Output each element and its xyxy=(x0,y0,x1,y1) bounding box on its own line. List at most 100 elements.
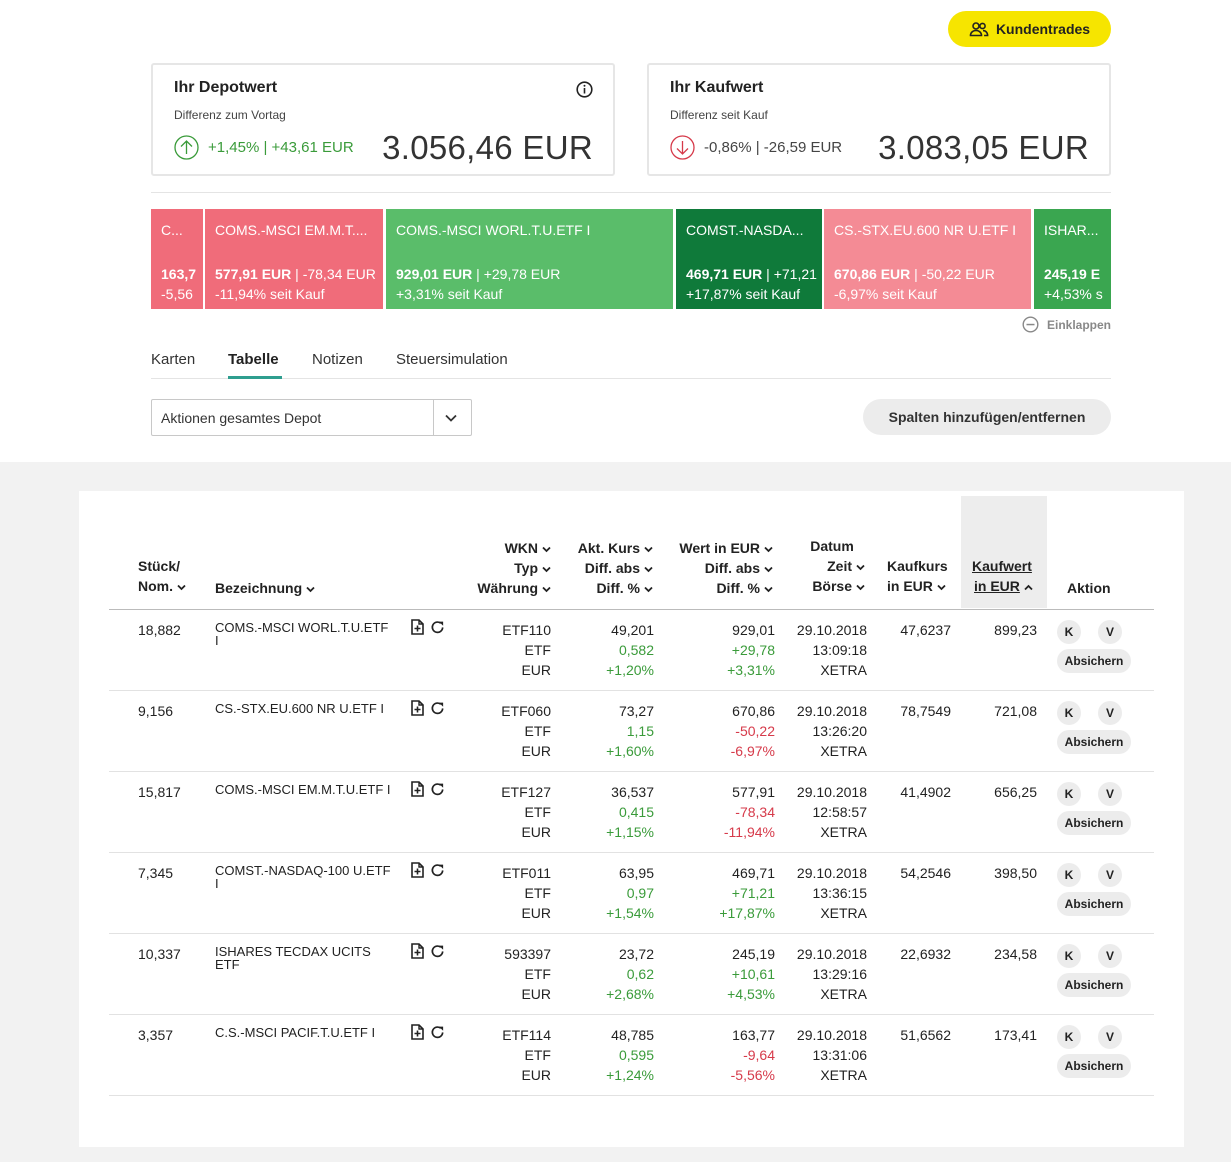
view-tabs: Karten Tabelle Notizen Steuersimulation xyxy=(151,346,1111,379)
wert-pct-value: +4,53% xyxy=(727,986,775,1002)
filter-select[interactable]: Aktionen gesamtes Depot xyxy=(151,399,472,436)
kurs-value: 63,95 xyxy=(618,865,654,881)
typ-value: ETF xyxy=(524,966,551,982)
kurs-pct-value: +1,54% xyxy=(606,905,654,921)
bezeichnung-value[interactable]: CS.-STX.EU.600 NR U.ETF I xyxy=(215,701,385,716)
datum-cell: 29.10.2018 12:58:57 XETRA xyxy=(785,782,867,842)
refresh-icon[interactable] xyxy=(430,781,445,797)
header-bezeichnung[interactable]: Bezeichnung xyxy=(215,578,315,598)
tile-value: 577,91 EUR | -78,34 EUR xyxy=(215,266,376,282)
tile-3[interactable]: COMST.-NASDA... 469,71 EUR | +71,21 +17,… xyxy=(676,209,822,309)
table-row[interactable]: 7,345 COMST.-NASDAQ-100 U.ETF I ETF011 ETF E… xyxy=(109,853,1154,934)
refresh-icon[interactable] xyxy=(430,1024,445,1040)
kaufen-button[interactable]: K xyxy=(1057,1025,1081,1049)
stueck-value: 15,817 xyxy=(138,784,181,800)
verkaufen-button[interactable]: V xyxy=(1098,620,1122,644)
absichern-button[interactable]: Absichern xyxy=(1057,649,1131,673)
table-row[interactable]: 10,337 ISHARES TECDAX UCITS ETF 593397 ETF E… xyxy=(109,934,1154,1015)
refresh-icon[interactable] xyxy=(430,862,445,878)
wert-pct-value: -5,56% xyxy=(730,1067,775,1083)
bezeichnung-value[interactable]: ISHARES TECDAX UCITS ETF xyxy=(215,944,371,972)
kurs-diff-value: 0,415 xyxy=(618,804,654,820)
document-icon[interactable] xyxy=(410,781,425,797)
verkaufen-button[interactable]: V xyxy=(1098,701,1122,725)
bezeichnung-value[interactable]: C.S.-MSCI PACIF.T.U.ETF I xyxy=(215,1025,376,1040)
tile-5[interactable]: ISHAR... 245,19 E +4,53% s xyxy=(1034,209,1111,309)
verkaufen-button[interactable]: V xyxy=(1098,863,1122,887)
absichern-button[interactable]: Absichern xyxy=(1057,1054,1131,1078)
table-row[interactable]: 15,817 COMS.-MSCI EM.M.T.U.ETF I ETF127 ETF… xyxy=(109,772,1154,853)
header-akt-kurs[interactable]: Akt. Kurs Diff. abs Diff. % xyxy=(558,538,653,598)
info-icon[interactable] xyxy=(576,81,593,98)
tile-pct: +4,53% s xyxy=(1044,286,1103,302)
bezeichnung-value[interactable]: COMS.-MSCI EM.M.T.U.ETF I xyxy=(215,782,391,797)
zeit-value: 13:09:18 xyxy=(812,642,868,658)
wkn-cell: ETF060 ETF EUR xyxy=(461,701,551,761)
kundentrades-button[interactable]: Kundentrades xyxy=(948,11,1111,47)
chevron-down-icon xyxy=(644,546,653,553)
tab-karten[interactable]: Karten xyxy=(151,351,196,368)
kurs-diff-value: 1,15 xyxy=(626,723,654,739)
wkn-cell: ETF110 ETF EUR xyxy=(461,620,551,680)
absichern-button[interactable]: Absichern xyxy=(1057,811,1131,835)
tab-tabelle[interactable]: Tabelle xyxy=(228,351,279,368)
depotwert-card: Ihr Depotwert Differenz zum Vortag +1,45… xyxy=(151,63,615,176)
wkn-value: ETF110 xyxy=(502,622,551,638)
tile-name: C... xyxy=(161,222,183,238)
wert-diff-value: +71,21 xyxy=(731,885,775,901)
wkn-cell: 593397 ETF EUR xyxy=(461,944,551,1004)
document-icon[interactable] xyxy=(410,619,425,635)
wert-value: 929,01 xyxy=(732,622,775,638)
einklappen-button[interactable]: Einklappen xyxy=(1022,316,1111,333)
refresh-icon[interactable] xyxy=(430,943,445,959)
absichern-button[interactable]: Absichern xyxy=(1057,892,1131,916)
divider xyxy=(151,192,1111,193)
kaufen-button[interactable]: K xyxy=(1057,701,1081,725)
kurs-value: 23,72 xyxy=(618,946,654,962)
header-kaufwert[interactable]: Kaufwert in EUR xyxy=(972,558,1033,594)
kaufwert-value: 721,08 xyxy=(994,703,1037,719)
kaufwert-value: 656,25 xyxy=(994,784,1037,800)
table-row[interactable]: 9,156 CS.-STX.EU.600 NR U.ETF I ETF060 ETF E… xyxy=(109,691,1154,772)
spalten-button[interactable]: Spalten hinzufügen/entfernen xyxy=(863,399,1111,435)
kaufen-button[interactable]: K xyxy=(1057,782,1081,806)
kurs-cell: 48,785 0,595 +1,24% xyxy=(559,1025,654,1085)
verkaufen-button[interactable]: V xyxy=(1098,782,1122,806)
tile-1[interactable]: COMS.-MSCI EM.M.T.... 577,91 EUR | -78,3… xyxy=(205,209,383,309)
verkaufen-button[interactable]: V xyxy=(1098,944,1122,968)
tile-4[interactable]: CS.-STX.EU.600 NR U.ETF I 670,86 EUR | -… xyxy=(824,209,1031,309)
wert-pct-value: -11,94% xyxy=(723,824,775,840)
document-icon[interactable] xyxy=(410,700,425,716)
header-kaufkurs[interactable]: Kaufkurs in EUR xyxy=(887,558,948,594)
header-wert-eur[interactable]: Wert in EUR Diff. abs Diff. % xyxy=(660,538,773,598)
absichern-button[interactable]: Absichern xyxy=(1057,730,1131,754)
document-icon[interactable] xyxy=(410,862,425,878)
verkaufen-button[interactable]: V xyxy=(1098,1025,1122,1049)
stueck-value: 18,882 xyxy=(138,622,181,638)
waehrung-value: EUR xyxy=(521,986,551,1002)
header-datum[interactable]: Datum Zeit Börse xyxy=(785,536,865,596)
refresh-icon[interactable] xyxy=(430,700,445,716)
header-wkn[interactable]: WKN Typ Währung xyxy=(460,538,551,598)
bezeichnung-value[interactable]: COMST.-NASDAQ-100 U.ETF I xyxy=(215,863,391,891)
refresh-icon[interactable] xyxy=(430,619,445,635)
tile-0[interactable]: C... 163,7 -5,56 xyxy=(151,209,203,309)
absichern-button[interactable]: Absichern xyxy=(1057,973,1131,997)
kurs-value: 49,201 xyxy=(611,622,654,638)
document-icon[interactable] xyxy=(410,943,425,959)
tab-steuersimulation[interactable]: Steuersimulation xyxy=(396,351,508,368)
table-header-divider xyxy=(109,609,1154,610)
header-stueck[interactable]: Stück/ Nom. xyxy=(138,556,186,596)
depotwert-diff-text: +1,45% | +43,61 EUR xyxy=(208,139,354,156)
kaufen-button[interactable]: K xyxy=(1057,944,1081,968)
tab-notizen[interactable]: Notizen xyxy=(312,351,363,368)
table-row[interactable]: 18,882 COMS.-MSCI WORL.T.U.ETF I ETF110 ETF… xyxy=(109,610,1154,691)
tile-2[interactable]: COMS.-MSCI WORL.T.U.ETF I 929,01 EUR | +… xyxy=(386,209,673,309)
document-icon[interactable] xyxy=(410,1024,425,1040)
bezeichnung-value[interactable]: COMS.-MSCI WORL.T.U.ETF I xyxy=(215,620,389,648)
kaufkurs-value: 41,4902 xyxy=(900,784,951,800)
boerse-value: XETRA xyxy=(820,1067,867,1083)
kaufen-button[interactable]: K xyxy=(1057,620,1081,644)
kaufen-button[interactable]: K xyxy=(1057,863,1081,887)
table-row[interactable]: 3,357 C.S.-MSCI PACIF.T.U.ETF I ETF114 ETF E… xyxy=(109,1015,1154,1096)
